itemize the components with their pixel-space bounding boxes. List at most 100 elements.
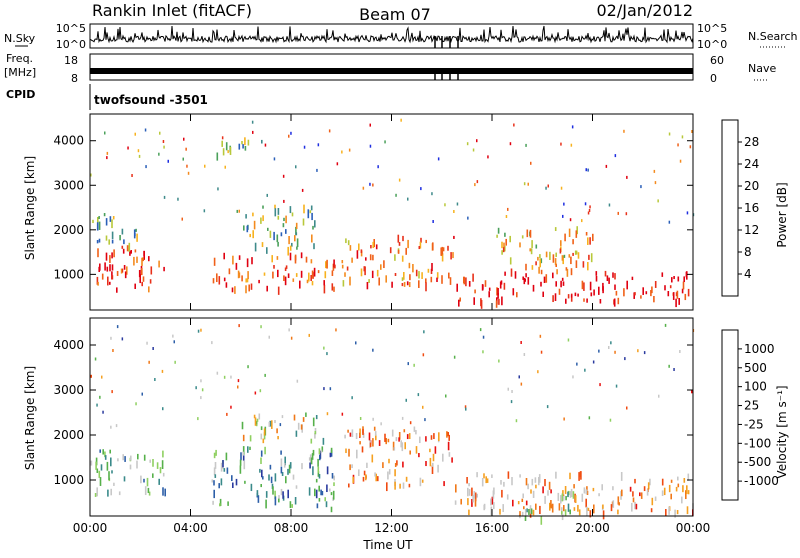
power-cell bbox=[509, 142, 512, 146]
velocity-cell bbox=[438, 432, 440, 441]
power-cell bbox=[218, 276, 221, 285]
velocity-cell bbox=[564, 486, 567, 494]
velocity-cell bbox=[674, 509, 676, 518]
power-cell bbox=[269, 230, 272, 238]
power-cell bbox=[555, 252, 557, 257]
velocity-cell bbox=[677, 476, 679, 481]
power-cell bbox=[131, 174, 133, 177]
power-cell bbox=[487, 155, 489, 159]
power-cell bbox=[276, 234, 279, 243]
power-cell bbox=[120, 268, 123, 274]
velocity-xtick-label: 16:00 bbox=[475, 521, 510, 535]
velocity-cell bbox=[569, 472, 571, 480]
power-cell bbox=[676, 290, 679, 299]
velocity-cell bbox=[111, 470, 113, 474]
velocity-cell bbox=[214, 474, 217, 478]
power-cell bbox=[555, 281, 557, 287]
velocity-cell bbox=[422, 405, 424, 409]
velocity-cell bbox=[99, 449, 101, 453]
power-cell bbox=[277, 241, 279, 247]
velocity-cell bbox=[624, 357, 626, 361]
power-colorbar-tick-label: 20 bbox=[744, 179, 759, 193]
power-cell bbox=[106, 156, 108, 160]
velocity-cell bbox=[408, 433, 411, 440]
velocity-colorbar-tick-label: -500 bbox=[744, 455, 771, 469]
velocity-cell bbox=[573, 484, 575, 489]
power-cell bbox=[316, 168, 318, 172]
power-cell bbox=[577, 293, 579, 297]
cpid-label: CPID bbox=[6, 88, 35, 101]
power-cell bbox=[295, 232, 298, 236]
cpid-value: twofsound -3501 bbox=[94, 93, 208, 107]
velocity-cell bbox=[287, 468, 289, 475]
power-cell bbox=[425, 278, 427, 283]
velocity-cell bbox=[314, 433, 316, 439]
power-cell bbox=[383, 260, 385, 269]
power-cell bbox=[251, 257, 253, 265]
power-ytick-label: 2000 bbox=[53, 223, 84, 237]
velocity-cell bbox=[95, 461, 97, 470]
velocity-cell bbox=[649, 478, 651, 486]
power-cell bbox=[245, 278, 247, 283]
velocity-colorbar-tick-label: 100 bbox=[744, 380, 767, 394]
power-cell bbox=[570, 293, 573, 302]
power-cell bbox=[474, 289, 476, 294]
power-cell bbox=[307, 209, 310, 219]
power-cell bbox=[119, 235, 121, 241]
velocity-cell bbox=[640, 492, 643, 499]
velocity-cell bbox=[325, 501, 328, 508]
power-cell bbox=[253, 220, 256, 230]
power-cell bbox=[427, 268, 430, 273]
velocity-cell bbox=[215, 449, 217, 456]
power-cell bbox=[562, 255, 564, 265]
velocity-cell bbox=[272, 486, 274, 495]
velocity-cell bbox=[148, 360, 150, 364]
velocity-cell bbox=[308, 457, 311, 461]
power-cell bbox=[370, 245, 372, 249]
power-cell bbox=[225, 282, 228, 288]
power-cell bbox=[535, 244, 538, 249]
velocity-cell bbox=[673, 368, 675, 371]
power-cell bbox=[437, 157, 440, 161]
velocity-cell bbox=[258, 413, 261, 420]
power-cell bbox=[504, 271, 506, 276]
velocity-cell bbox=[349, 464, 351, 471]
velocity-cell bbox=[124, 456, 126, 462]
power-colorbar-tick-label: 4 bbox=[744, 267, 752, 281]
velocity-cell bbox=[524, 508, 527, 516]
power-cell bbox=[228, 268, 231, 275]
power-cell bbox=[369, 144, 372, 148]
power-cell bbox=[430, 276, 433, 283]
velocity-colorbar-tick-label: 500 bbox=[744, 361, 767, 375]
velocity-cell bbox=[318, 448, 321, 455]
velocity-cell bbox=[130, 455, 132, 461]
power-cell bbox=[252, 212, 254, 217]
power-cell bbox=[617, 297, 620, 305]
power-cell bbox=[593, 289, 595, 296]
power-cell bbox=[687, 288, 690, 297]
power-colorbar-label: Power [dB] bbox=[775, 182, 789, 247]
power-cell bbox=[289, 245, 292, 251]
velocity-cell bbox=[635, 503, 638, 510]
velocity-cell bbox=[295, 430, 298, 437]
power-cell bbox=[398, 178, 401, 182]
power-cell bbox=[130, 250, 132, 254]
power-cell bbox=[499, 281, 502, 289]
velocity-cell bbox=[278, 498, 280, 503]
velocity-cell bbox=[330, 506, 333, 513]
power-cell bbox=[545, 274, 548, 283]
power-cell bbox=[432, 242, 434, 251]
power-cell bbox=[341, 264, 344, 269]
power-cell bbox=[587, 262, 589, 271]
velocity-cell bbox=[413, 363, 415, 367]
power-cell bbox=[556, 269, 558, 275]
power-cell bbox=[135, 228, 137, 232]
power-cell bbox=[222, 148, 225, 156]
velocity-cell bbox=[377, 476, 379, 482]
power-cell bbox=[526, 229, 529, 238]
velocity-cell bbox=[317, 466, 320, 473]
power-cell bbox=[291, 212, 294, 217]
velocity-cell bbox=[162, 472, 165, 477]
power-frame bbox=[89, 113, 694, 311]
velocity-cell bbox=[522, 493, 524, 499]
